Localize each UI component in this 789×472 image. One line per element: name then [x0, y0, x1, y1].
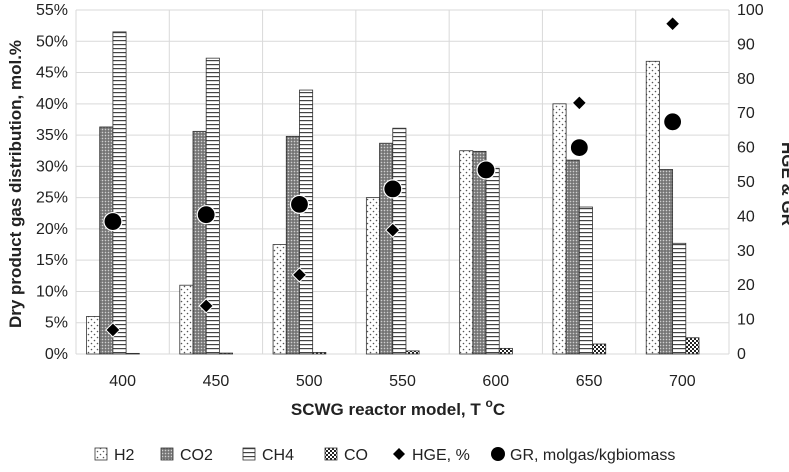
bar-h2 — [459, 150, 474, 355]
legend-label-ch4: CH4 — [262, 447, 294, 464]
bar-ch4 — [672, 242, 687, 355]
bar-ch4 — [578, 206, 593, 355]
point-gr-molgas-kgbiomass — [663, 112, 683, 132]
y-left-tick-label: 50% — [36, 33, 68, 50]
bar-co — [592, 343, 607, 355]
y-right-tick-label: 80 — [737, 71, 755, 88]
bar-h2 — [86, 316, 101, 355]
x-axis-ticks: 400 450 500 550 600 650 700 — [109, 373, 696, 390]
y-left-tick-label: 10% — [36, 283, 68, 300]
point-hge — [105, 322, 121, 338]
y-axis-left-ticks: 0% 5% 10% 15% 20% 25% 30% 35% 40% 45% 50% 55% — [36, 2, 68, 363]
legend-label-co: CO — [344, 447, 368, 464]
y-right-tick-label: 20 — [737, 277, 755, 294]
x-tick-label: 650 — [576, 373, 603, 390]
point-gr-molgas-kgbiomass — [476, 160, 496, 180]
x-tick-label: 600 — [482, 373, 509, 390]
legend-label-hge: HGE, % — [412, 447, 470, 464]
point-hge — [291, 267, 308, 283]
markers — [103, 16, 683, 338]
point-gr-molgas-kgbiomass — [103, 211, 123, 232]
bar-ch4 — [485, 167, 500, 355]
y-left-tick-label: 0% — [45, 346, 68, 363]
bar-ch4 — [112, 31, 127, 355]
bar-co2 — [659, 169, 674, 355]
bar-co2 — [99, 126, 114, 355]
legend-item-hge: HGE, % — [393, 447, 470, 464]
y-right-tick-label: 40 — [737, 208, 755, 225]
y-right-tick-label: 10 — [737, 312, 755, 329]
point-hge — [198, 298, 214, 314]
y-left-tick-label: 35% — [36, 127, 68, 144]
point-gr-molgas-kgbiomass — [383, 179, 403, 199]
y-right-tick-label: 60 — [737, 140, 755, 157]
x-tick-label: 400 — [109, 373, 136, 390]
legend-item-h2: H2 — [94, 447, 135, 464]
y-right-tick-label: 30 — [737, 243, 755, 260]
y-left-tick-label: 20% — [36, 221, 68, 238]
legend-label-co2: CO2 — [180, 447, 213, 464]
x-tick-label: 550 — [389, 373, 416, 390]
legend-swatch-gr-molgas-kgbiomass — [491, 447, 505, 461]
bars — [86, 31, 700, 355]
legend-swatch-co2 — [160, 447, 174, 461]
point-hge — [571, 95, 588, 111]
bar-co2 — [379, 142, 394, 355]
y-axis-right-title: HGE & GR — [778, 142, 789, 226]
x-tick-label: 500 — [296, 373, 323, 390]
legend-swatch-hge — [393, 448, 405, 460]
legend: H2 CO2 CH4 CO HGE, % GR, molgas/kgbiomass — [94, 447, 675, 464]
bar-co2 — [192, 130, 207, 355]
y-left-tick-label: 5% — [45, 315, 68, 332]
legend-swatch-h2 — [94, 447, 108, 461]
x-tick-label: 450 — [203, 373, 230, 390]
y-right-tick-label: 70 — [737, 105, 755, 122]
bar-ch4 — [299, 89, 314, 355]
y-right-tick-label: 0 — [737, 346, 746, 363]
bar-h2 — [365, 197, 380, 355]
y-left-tick-label: 55% — [36, 2, 68, 19]
bar-h2 — [552, 103, 567, 355]
y-left-tick-label: 30% — [36, 158, 68, 175]
y-axis-right-ticks: 0 10 20 30 40 50 60 70 80 90 100 — [737, 2, 764, 363]
bar-ch4 — [392, 127, 407, 355]
bar-h2 — [272, 244, 287, 355]
y-right-tick-label: 100 — [737, 2, 764, 19]
legend-label-h2: H2 — [114, 447, 135, 464]
point-hge — [664, 16, 681, 32]
legend-label-gr-molgas-kgbiomass: GR, molgas/kgbiomass — [510, 447, 675, 464]
bar-co2 — [565, 159, 580, 355]
bar-co — [498, 347, 513, 355]
legend-item-co2: CO2 — [160, 447, 213, 464]
x-axis-title: SCWG reactor model, T oC — [291, 396, 505, 419]
legend-item-ch4: CH4 — [242, 447, 294, 464]
y-left-tick-label: 45% — [36, 65, 68, 82]
y-left-tick-label: 40% — [36, 96, 68, 113]
point-gr-molgas-kgbiomass — [569, 138, 589, 158]
point-gr-molgas-kgbiomass — [196, 205, 216, 225]
legend-item-co: CO — [324, 447, 368, 464]
y-axis-left-title: Dry product gas distribution, mol.% — [6, 40, 25, 328]
bar-h2 — [645, 60, 660, 355]
y-right-tick-label: 50 — [737, 174, 755, 191]
bar-co — [405, 350, 420, 355]
x-tick-label: 700 — [669, 373, 696, 390]
legend-item-gr-molgas-kgbiomass: GR, molgas/kgbiomass — [491, 447, 675, 464]
bar-co2 — [285, 135, 300, 355]
point-hge — [385, 222, 401, 238]
bar-co — [685, 337, 700, 355]
y-left-tick-label: 15% — [36, 252, 68, 269]
bar-h2 — [179, 284, 194, 355]
y-left-tick-label: 25% — [36, 190, 68, 207]
point-gr-molgas-kgbiomass — [289, 194, 310, 214]
bar-co2 — [472, 150, 487, 355]
bar-co — [125, 352, 140, 355]
bar-co — [312, 352, 327, 355]
bar-co — [218, 352, 233, 355]
legend-swatch-co — [324, 447, 338, 461]
y-right-tick-label: 90 — [737, 36, 755, 53]
legend-swatch-ch4 — [242, 447, 256, 461]
